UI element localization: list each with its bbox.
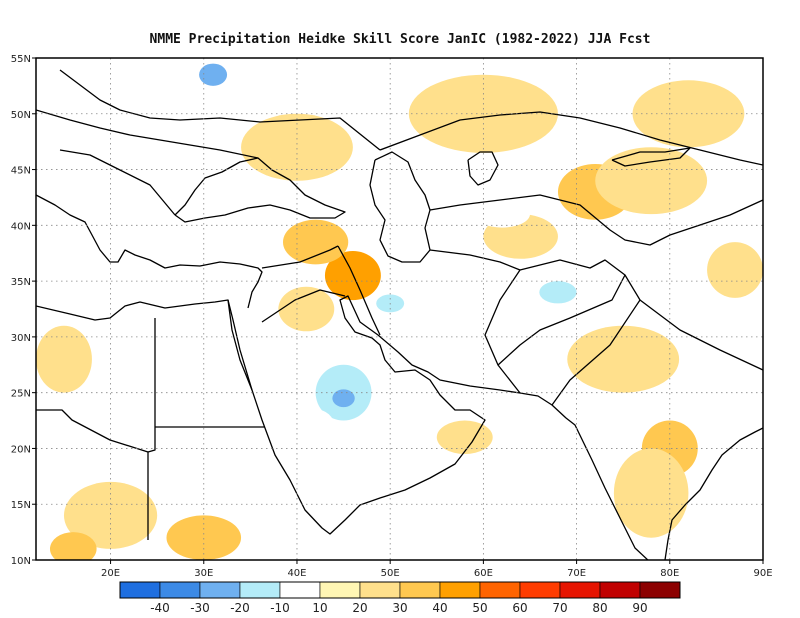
skill-patch-8 xyxy=(567,325,680,393)
lon-tick-label-20: 20E xyxy=(101,568,120,579)
lat-tick-label-25: 25N xyxy=(11,389,31,400)
coastline-mediterranean-north xyxy=(36,194,263,309)
border-europe-east xyxy=(36,109,259,159)
axis-tick-labels: 20E 30E 40E 50E 60E 70E 80E 90E 10N 15N 20N 25N 30N 3… xyxy=(11,54,773,579)
border-kazakhstan-north xyxy=(379,111,763,166)
skill-patch-20 xyxy=(492,356,549,384)
skill-patch-13 xyxy=(36,325,92,393)
colorbar-label-10: 70 xyxy=(552,601,567,615)
skill-patch-19 xyxy=(332,389,355,408)
colorbar-swatch-4 xyxy=(279,581,321,599)
skill-patch-12 xyxy=(63,481,158,549)
border-turkey-south xyxy=(261,245,339,269)
border-balkans xyxy=(59,149,176,216)
colorbar-label-2: -20 xyxy=(230,601,250,615)
skill-patch-24 xyxy=(166,342,204,376)
coastline-black-sea xyxy=(174,157,346,223)
lat-tick-label-20: 20N xyxy=(11,444,31,455)
colorbar-label-11: 80 xyxy=(592,601,607,615)
colorbar-label-1: -30 xyxy=(190,601,210,615)
colorbar-label-7: 40 xyxy=(432,601,447,615)
coastline-aral xyxy=(467,151,499,186)
border-himalaya xyxy=(639,299,763,371)
colorbar-swatch-13 xyxy=(639,581,681,599)
lon-tick-label-80: 80E xyxy=(660,568,679,579)
colorbar-swatch-2 xyxy=(199,581,241,599)
map-frame xyxy=(35,57,764,561)
skill-patch-21 xyxy=(539,281,577,304)
border-india-pakistan xyxy=(551,274,641,406)
lon-tick-label-90: 90E xyxy=(753,568,772,579)
colorbar-swatch-10 xyxy=(519,581,561,599)
skill-shading-layer xyxy=(36,63,763,560)
colorbar-swatch-6 xyxy=(359,581,401,599)
colorbar-label-0: -40 xyxy=(150,601,170,615)
colorbar-swatch-1 xyxy=(159,581,201,599)
border-iran-afghanistan xyxy=(429,249,521,394)
colorbar-swatch-3 xyxy=(239,581,281,599)
skill-patch-10 xyxy=(613,448,689,538)
skill-patch-26 xyxy=(296,409,335,443)
colorbar-swatch-5 xyxy=(319,581,361,599)
colorbar-swatch-0 xyxy=(119,581,161,599)
colorbar-frame xyxy=(119,581,681,599)
lon-tick-label-40: 40E xyxy=(287,568,306,579)
skill-patch-4 xyxy=(595,147,708,215)
lat-tick-label-45: 45N xyxy=(11,166,31,177)
colorbar-swatch-9 xyxy=(479,581,521,599)
colorbar: -40 -30 -20 -10 10 20 30 40 50 60 70 80 90 xyxy=(119,581,681,615)
lat-tick-label-40: 40N xyxy=(11,221,31,232)
lat-tick-label-50: 50N xyxy=(11,110,31,121)
border-arabia-north xyxy=(261,289,346,323)
skill-patch-7 xyxy=(241,113,353,181)
lake-balkhash xyxy=(611,147,691,167)
lon-tick-label-50: 50E xyxy=(381,568,400,579)
border-egypt-libya xyxy=(147,318,156,540)
colorbar-label-5: 20 xyxy=(352,601,367,615)
border-sahel xyxy=(36,409,149,453)
skill-patch-23 xyxy=(474,200,530,228)
skill-patch-1 xyxy=(282,219,349,265)
coastline-layer xyxy=(36,69,763,560)
colorbar-swatch-7 xyxy=(399,581,441,599)
coastline-red-sea-west xyxy=(227,299,253,391)
lon-tick-label-60: 60E xyxy=(474,568,493,579)
skill-patch-11 xyxy=(166,515,242,560)
colorbar-label-12: 90 xyxy=(632,601,647,615)
colorbar-label-8: 50 xyxy=(472,601,487,615)
lat-tick-label-35: 35N xyxy=(11,277,31,288)
skill-patch-17 xyxy=(49,532,97,560)
skill-patch-14 xyxy=(436,420,493,455)
map-title: NMME Precipitation Heidke Skill Score Ja… xyxy=(150,32,651,47)
lat-lon-grid xyxy=(36,58,763,560)
lon-tick-label-30: 30E xyxy=(194,568,213,579)
skill-patch-22 xyxy=(199,63,228,86)
coastline-south xyxy=(36,295,763,560)
colorbar-swatch-11 xyxy=(559,581,601,599)
colorbar-label-3: -10 xyxy=(270,601,290,615)
lat-tick-label-30: 30N xyxy=(11,333,31,344)
lat-tick-label-55: 55N xyxy=(11,54,31,65)
colorbar-swatch-8 xyxy=(439,581,481,599)
lat-tick-label-10: 10N xyxy=(11,556,31,567)
lon-tick-label-70: 70E xyxy=(567,568,586,579)
skill-patch-6 xyxy=(632,80,745,148)
colorbar-swatch-12 xyxy=(599,581,641,599)
colorbar-label-9: 60 xyxy=(512,601,527,615)
colorbar-label-6: 30 xyxy=(392,601,407,615)
coastline-caspian xyxy=(369,151,431,263)
skill-patch-2 xyxy=(278,286,335,332)
border-iraq-iran xyxy=(337,245,381,336)
border-europe-north xyxy=(59,69,381,151)
border-afghanistan-pakistan xyxy=(497,259,626,366)
lat-tick-label-15: 15N xyxy=(11,500,31,511)
skill-patch-25 xyxy=(105,409,153,443)
skill-patch-16 xyxy=(707,242,763,298)
border-central-asia xyxy=(429,194,763,246)
colorbar-label-4: 10 xyxy=(312,601,327,615)
